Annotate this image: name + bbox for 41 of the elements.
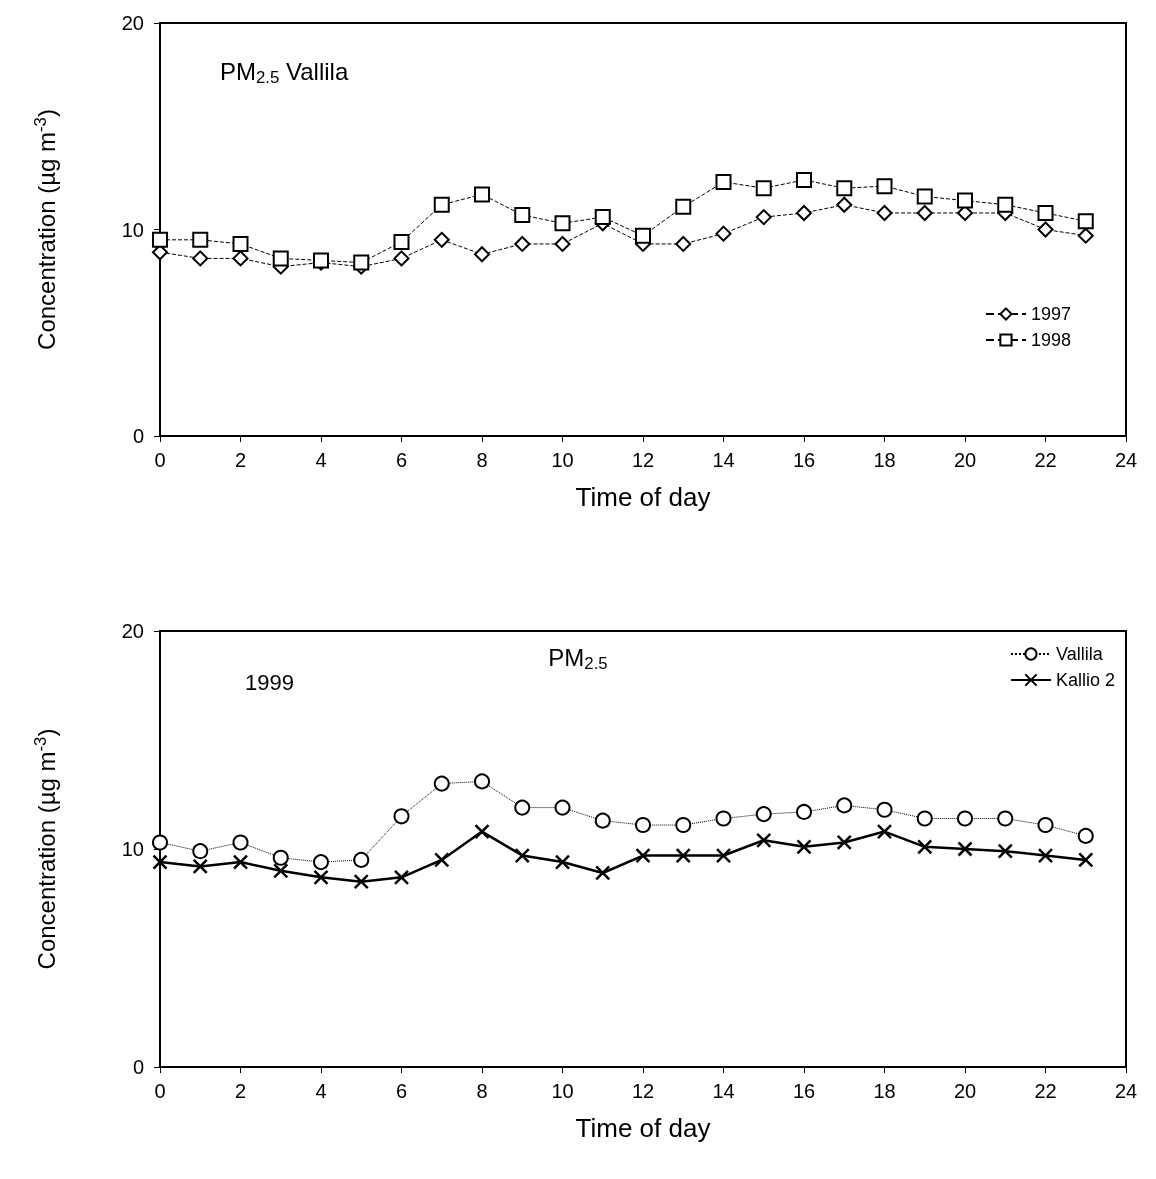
- x-tick-label: 24: [1114, 449, 1138, 471]
- x-tick-label: 18: [873, 449, 896, 471]
- legend-label: Vallila: [1055, 644, 1104, 664]
- y-axis-title: Concentration (µg m-3): [31, 728, 60, 970]
- x-tick-label: 16: [792, 1080, 816, 1102]
- y-tick-label: 20: [121, 620, 144, 642]
- x-axis-title: Time of day: [575, 482, 711, 512]
- x-tick-label: 24: [1114, 1080, 1138, 1102]
- x-tick-label: 10: [551, 1080, 574, 1102]
- x-tick-label: 10: [551, 449, 574, 471]
- x-tick-label: 8: [476, 449, 488, 471]
- legend-label: 1998: [1030, 330, 1071, 350]
- y-tick-label: 10: [121, 218, 144, 241]
- x-tick-label: 6: [395, 449, 408, 471]
- x-tick-label: 4: [315, 1080, 327, 1102]
- y-tick-label: 10: [121, 838, 144, 860]
- x-tick-label: 6: [395, 1080, 408, 1102]
- y-axis-title: Concentration (µg m-3): [31, 109, 60, 350]
- x-tick-label: 0: [154, 1080, 166, 1102]
- x-tick-label: 16: [792, 449, 816, 471]
- x-axis-title: Time of day: [575, 1113, 711, 1143]
- x-tick-label: 4: [315, 449, 327, 471]
- x-tick-label: 8: [476, 1080, 488, 1102]
- x-tick-label: 14: [712, 1080, 735, 1102]
- x-tick-label: 20: [953, 1080, 977, 1102]
- x-tick-label: 0: [154, 449, 166, 471]
- x-tick-label: 18: [873, 1080, 896, 1102]
- x-tick-label: 20: [953, 449, 977, 471]
- legend-label: 1997: [1030, 304, 1071, 324]
- x-tick-label: 12: [631, 1080, 655, 1102]
- x-tick-label: 2: [234, 1080, 247, 1102]
- y-tick-label: 0: [132, 1056, 144, 1078]
- y-tick-label: 0: [132, 425, 144, 447]
- x-tick-label: 2: [234, 449, 247, 471]
- legend-label: Kallio 2: [1055, 670, 1116, 690]
- x-tick-label: 22: [1034, 449, 1057, 471]
- x-tick-label: 22: [1034, 1080, 1057, 1102]
- x-tick-label: 14: [712, 449, 735, 471]
- annotation: 1999: [245, 669, 294, 695]
- x-tick-label: 12: [631, 449, 655, 471]
- y-tick-label: 20: [121, 12, 144, 34]
